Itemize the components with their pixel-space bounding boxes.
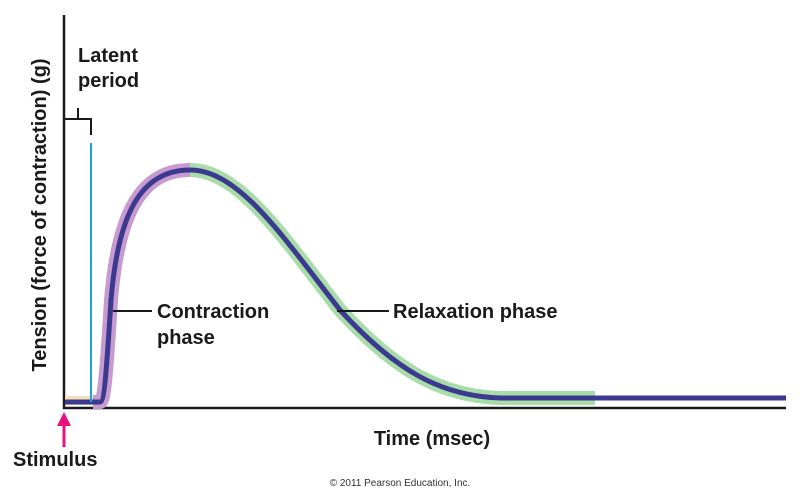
twitch-curve xyxy=(65,167,786,405)
stimulus-label: Stimulus xyxy=(13,449,97,471)
latent-period-label: Latent period xyxy=(78,45,144,92)
contraction-phase-label: Contraction phase xyxy=(157,301,275,349)
relaxation-phase-label: Relaxation phase xyxy=(393,301,558,323)
stimulus-arrow-icon xyxy=(57,412,71,447)
x-axis-label: Time (msec) xyxy=(374,428,490,450)
y-axis-label: Tension (force of contraction) (g) xyxy=(29,59,51,372)
copyright-notice: © 2011 Pearson Education, Inc. xyxy=(330,478,471,489)
latent-period-bracket xyxy=(65,108,92,135)
